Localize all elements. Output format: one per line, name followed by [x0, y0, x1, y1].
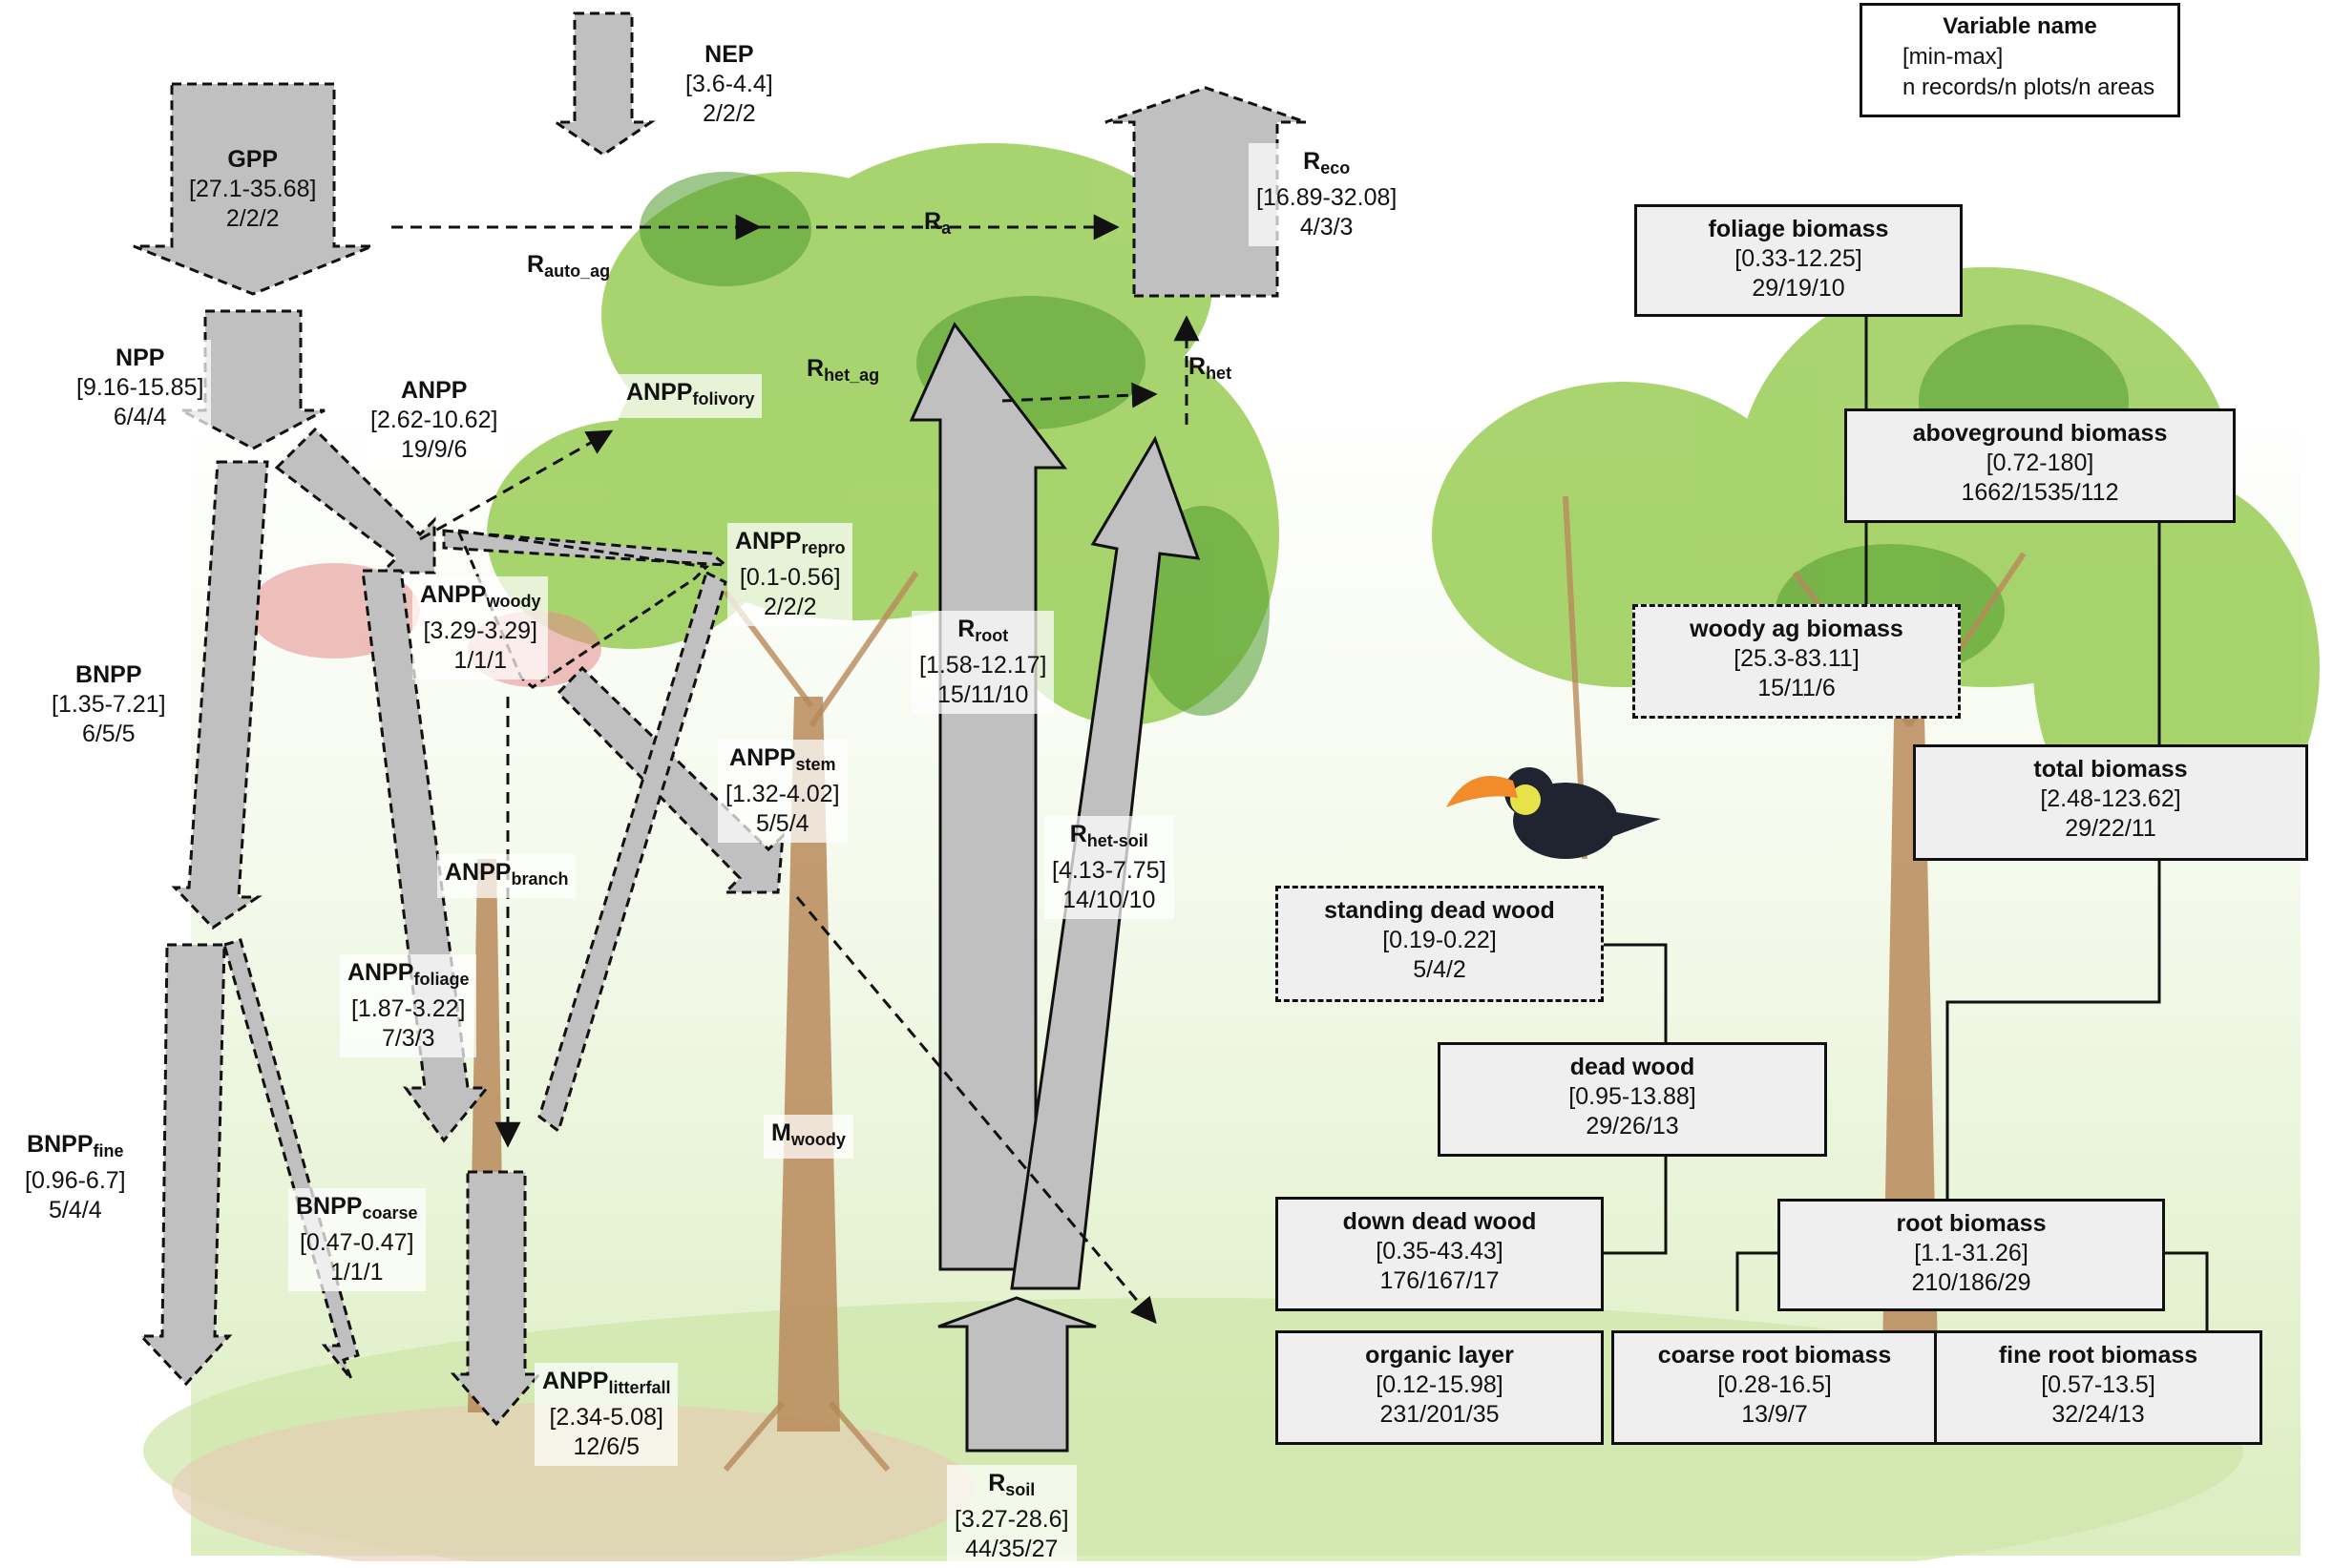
flux-label-anpp-foliage: ANPPfoliage [1.87-3.22] 7/3/3 [340, 954, 477, 1057]
stock-box-coarse-root-biomass: coarse root biomass [0.28-16.5] 13/9/7 [1611, 1330, 1938, 1445]
flux-label-bnpp: BNPP [1.35-7.21] 6/5/5 [44, 657, 174, 753]
stock-box-standing-dead-wood: standing dead wood [0.19-0.22] 5/4/2 [1275, 886, 1604, 1002]
stock-box-fine-root-biomass: fine root biomass [0.57-13.5] 32/24/13 [1934, 1330, 2262, 1445]
legend-range: [min-max] [1902, 44, 2004, 70]
stock-box-aboveground-biomass: aboveground biomass [0.72-180] 1662/1535… [1844, 408, 2236, 523]
flux-label-anpp-stem: ANPPstem [1.32-4.02] 5/5/4 [718, 740, 848, 843]
flux-label-rhet: Rhet [1188, 353, 1232, 383]
flux-label-anpp-repro: ANPPrepro [0.1-0.56] 2/2/2 [727, 523, 853, 626]
flux-label-bnpp-fine: BNPPfine [0.96-6.7] 5/4/4 [17, 1126, 134, 1229]
flux-label-nep: NEP [3.6-4.4] 2/2/2 [685, 41, 773, 127]
stock-box-organic-layer: organic layer [0.12-15.98] 231/201/35 [1275, 1330, 1604, 1445]
legend-box: Variable name [min-max] n records/n plot… [1860, 3, 2180, 117]
stock-box-foliage-biomass: foliage biomass [0.33-12.25] 29/19/10 [1634, 204, 1963, 317]
stock-box-total-biomass: total biomass [2.48-123.62] 29/22/11 [1913, 744, 2308, 861]
stock-box-dead-wood: dead wood [0.95-13.88] 29/26/13 [1438, 1042, 1827, 1157]
flux-label-ra: Ra [924, 208, 952, 238]
flux-label-rhet-soil: Rhet-soil [4.13-7.75] 14/10/10 [1044, 816, 1174, 919]
flux-label-anpp: ANPP [2.62-10.62] 19/9/6 [363, 372, 506, 469]
flux-label-anpp-branch: ANPPbranch [437, 854, 577, 898]
toucan-illustration [1446, 767, 1661, 859]
flux-label-anpp-folivory: ANPPfolivory [619, 374, 763, 418]
flux-label-rsoil: Rsoil [3.27-28.6] 44/35/27 [947, 1465, 1077, 1568]
flux-label-bnpp-coarse: BNPPcoarse [0.47-0.47] 1/1/1 [288, 1188, 426, 1291]
flux-label-rhet-ag: Rhet_ag [807, 355, 880, 385]
stock-box-down-dead-wood: down dead wood [0.35-43.43] 176/167/17 [1275, 1197, 1604, 1311]
flux-label-rroot: Rroot [1.58-12.17] 15/11/10 [912, 611, 1055, 714]
flux-label-anpp-litterfall: ANPPlitterfall [2.34-5.08] 12/6/5 [535, 1363, 679, 1466]
stock-box-root-biomass: root biomass [1.1-31.26] 210/186/29 [1777, 1199, 2165, 1311]
flux-label-npp: NPP [9.16-15.85] 6/4/4 [69, 340, 212, 436]
legend-title: Variable name [1943, 13, 2097, 39]
stock-box-woody-ag-biomass: woody ag biomass [25.3-83.11] 15/11/6 [1632, 604, 1961, 719]
flux-label-rauto-ag: Rauto_ag [527, 251, 611, 281]
flux-label-gpp: GPP [27.1-35.68] 2/2/2 [189, 146, 317, 232]
legend-counts: n records/n plots/n areas [1902, 74, 2155, 100]
flux-label-anpp-woody: ANPPwoody [3.29-3.29] 1/1/1 [412, 576, 549, 679]
flux-label-reco: Reco [16.89-32.08] 4/3/3 [1249, 143, 1405, 246]
flux-label-m-woody: Mwoody [764, 1115, 853, 1159]
